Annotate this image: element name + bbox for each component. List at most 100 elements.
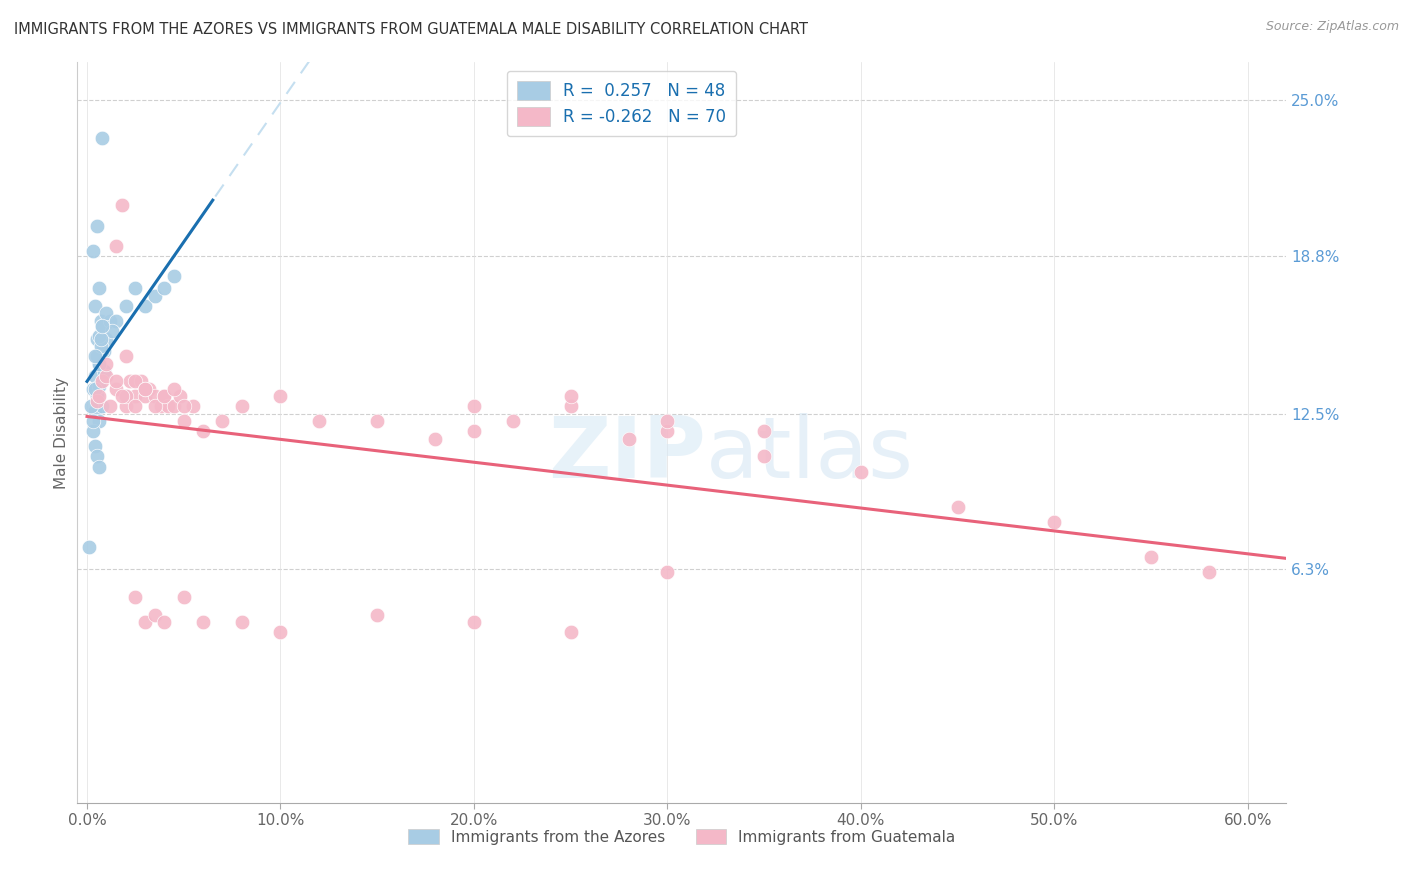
Point xyxy=(86,394,108,409)
Point xyxy=(153,281,176,295)
Point xyxy=(129,374,152,388)
Point xyxy=(153,389,176,403)
Point xyxy=(77,540,100,554)
Point xyxy=(114,349,136,363)
Point xyxy=(83,299,105,313)
Point xyxy=(114,399,136,413)
Point xyxy=(560,389,582,403)
Point xyxy=(87,414,110,428)
Point xyxy=(90,314,112,328)
Point xyxy=(134,389,156,403)
Text: IMMIGRANTS FROM THE AZORES VS IMMIGRANTS FROM GUATEMALA MALE DISABILITY CORRELAT: IMMIGRANTS FROM THE AZORES VS IMMIGRANTS… xyxy=(14,22,808,37)
Point xyxy=(91,130,114,145)
Point xyxy=(114,389,136,403)
Point xyxy=(82,244,104,258)
Point xyxy=(83,382,105,396)
Y-axis label: Male Disability: Male Disability xyxy=(53,376,69,489)
Point xyxy=(93,344,115,359)
Text: Source: ZipAtlas.com: Source: ZipAtlas.com xyxy=(1265,20,1399,33)
Point xyxy=(153,389,176,403)
Point xyxy=(114,299,136,313)
Point xyxy=(163,268,186,283)
Point xyxy=(143,289,166,303)
Point xyxy=(86,331,108,345)
Point xyxy=(96,369,118,384)
Point xyxy=(560,399,582,413)
Point xyxy=(134,382,156,396)
Point xyxy=(83,349,105,363)
Point xyxy=(91,344,114,359)
Point xyxy=(157,399,180,413)
Point xyxy=(124,590,146,604)
Point xyxy=(657,414,679,428)
Point xyxy=(169,389,191,403)
Point xyxy=(86,349,108,363)
Point xyxy=(96,357,118,371)
Point xyxy=(87,357,110,371)
Point xyxy=(134,299,156,313)
Text: atlas: atlas xyxy=(706,413,914,496)
Point xyxy=(83,404,105,418)
Point xyxy=(463,615,485,629)
Point xyxy=(96,331,118,345)
Point xyxy=(98,314,121,328)
Point xyxy=(111,389,134,403)
Point xyxy=(211,414,233,428)
Point xyxy=(366,414,388,428)
Point xyxy=(153,615,176,629)
Point xyxy=(86,450,108,464)
Legend: Immigrants from the Azores, Immigrants from Guatemala: Immigrants from the Azores, Immigrants f… xyxy=(402,822,962,851)
Point xyxy=(124,281,146,295)
Point xyxy=(143,389,166,403)
Point xyxy=(90,399,112,413)
Point xyxy=(105,382,128,396)
Point xyxy=(1140,549,1163,564)
Point xyxy=(91,374,114,388)
Text: ZIP: ZIP xyxy=(548,413,706,496)
Point xyxy=(105,238,128,252)
Point xyxy=(560,625,582,640)
Point xyxy=(173,399,195,413)
Point xyxy=(425,432,447,446)
Point xyxy=(269,625,291,640)
Point xyxy=(134,615,156,629)
Point xyxy=(134,382,156,396)
Point xyxy=(91,318,114,333)
Point xyxy=(124,399,146,413)
Point xyxy=(87,357,110,371)
Point xyxy=(149,399,172,413)
Point xyxy=(657,425,679,439)
Point xyxy=(183,399,205,413)
Point xyxy=(138,382,160,396)
Point xyxy=(849,465,872,479)
Point xyxy=(86,389,108,403)
Point xyxy=(502,414,524,428)
Point xyxy=(91,399,114,413)
Point xyxy=(96,306,118,320)
Point xyxy=(143,399,166,413)
Point xyxy=(191,615,214,629)
Point xyxy=(163,399,186,413)
Point xyxy=(308,414,330,428)
Point xyxy=(1043,515,1066,529)
Point xyxy=(114,389,136,403)
Point xyxy=(93,364,115,378)
Point xyxy=(80,399,103,413)
Point xyxy=(87,459,110,474)
Point xyxy=(90,331,112,345)
Point xyxy=(657,565,679,579)
Point xyxy=(463,425,485,439)
Point xyxy=(366,607,388,622)
Point xyxy=(98,399,121,413)
Point xyxy=(91,318,114,333)
Point xyxy=(118,374,141,388)
Point xyxy=(163,382,186,396)
Point xyxy=(87,281,110,295)
Point xyxy=(269,389,291,403)
Point xyxy=(173,590,195,604)
Point xyxy=(143,607,166,622)
Point xyxy=(101,324,124,338)
Point xyxy=(87,379,110,393)
Point xyxy=(87,389,110,403)
Point xyxy=(191,425,214,439)
